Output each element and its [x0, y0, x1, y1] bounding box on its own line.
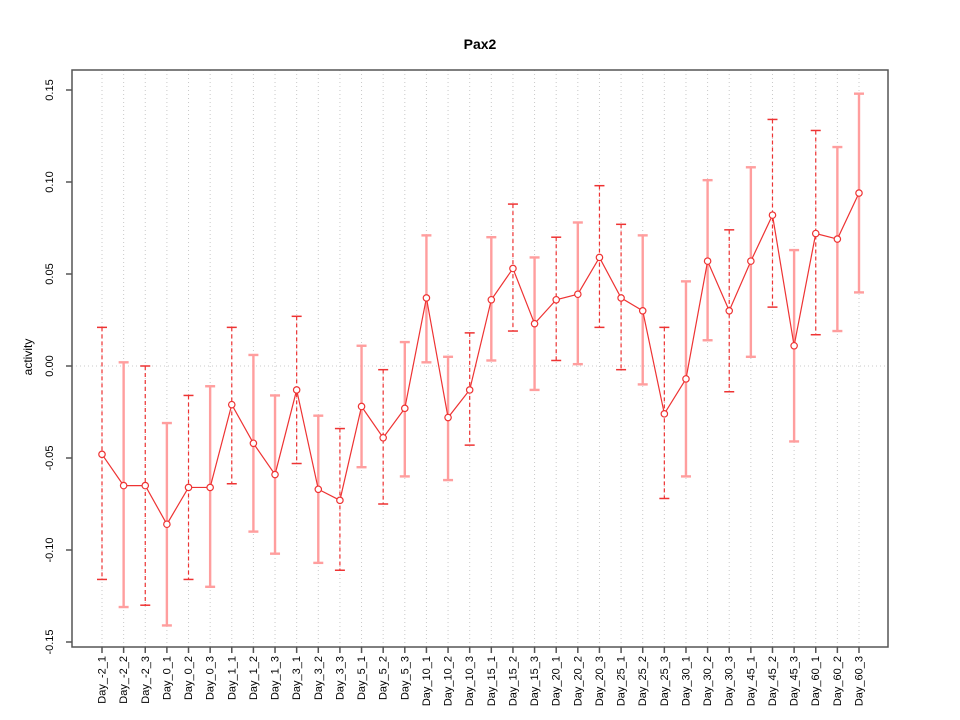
y-tick-label: 0.10: [44, 171, 56, 192]
data-point-marker: [617, 294, 625, 302]
data-point-marker: [444, 413, 452, 422]
data-point-marker: [249, 439, 258, 448]
data-point-marker: [682, 375, 690, 383]
data-point-marker: [552, 295, 561, 304]
data-point-marker: [184, 483, 193, 492]
data-point-marker: [292, 386, 301, 394]
x-tick-label: Day_30_3: [724, 656, 736, 706]
data-point-marker: [98, 450, 106, 459]
plot-box: [71, 69, 889, 648]
data-point-marker: [638, 306, 647, 315]
x-tick-label: Day_-2_2: [118, 656, 130, 704]
data-point-marker: [379, 433, 387, 442]
x-tick-label: Day_0_3: [205, 656, 217, 700]
data-point-marker: [336, 496, 344, 505]
x-tick-label: Day_25_1: [616, 656, 628, 706]
chart-title: Pax2: [463, 36, 497, 52]
data-point-marker: [660, 410, 669, 418]
y-tick-label: 0.15: [44, 79, 56, 100]
data-point-marker: [703, 257, 712, 265]
y-tick-label: 0.00: [44, 355, 56, 376]
data-point-marker: [400, 404, 409, 413]
data-point-marker: [465, 386, 474, 394]
x-tick-label: Day_-2_1: [97, 656, 109, 704]
data-point-marker: [487, 295, 496, 304]
data-point-marker: [811, 229, 820, 238]
data-point-marker: [595, 253, 604, 262]
x-tick-label: Day_10_2: [443, 656, 455, 706]
x-tick-label: Day_30_2: [702, 656, 714, 706]
x-tick-label: Day_15_2: [507, 656, 519, 706]
x-tick-label: Day_25_3: [659, 656, 671, 706]
x-tick-label: Day_60_1: [810, 656, 822, 706]
data-point-marker: [227, 400, 236, 409]
data-point-marker: [747, 257, 755, 265]
x-tick-label: Day_20_1: [551, 656, 563, 706]
data-point-marker: [314, 485, 323, 494]
x-tick-label: Day_3_2: [313, 656, 325, 700]
data-point-marker: [357, 402, 366, 411]
x-tick-label: Day_25_2: [637, 656, 649, 706]
x-tick-label: Day_10_1: [421, 656, 433, 706]
y-tick-label: 0.05: [44, 263, 56, 284]
data-point-marker: [725, 306, 734, 315]
y-tick-label: -0.05: [44, 445, 56, 470]
x-tick-label: Day_5_2: [378, 656, 390, 700]
x-tick-label: Day_60_3: [854, 656, 866, 706]
data-point-marker: [574, 290, 582, 299]
x-tick-label: Day_3_3: [334, 656, 346, 700]
x-tick-label: Day_30_1: [680, 656, 692, 706]
x-tick-label: Day_5_1: [356, 656, 368, 700]
data-point-marker: [206, 483, 214, 492]
data-point-marker: [768, 211, 777, 219]
data-point-marker: [163, 520, 171, 529]
x-tick-label: Day_5_3: [399, 656, 411, 700]
x-tick-label: Day_15_1: [486, 656, 498, 706]
x-tick-label: Day_-2_3: [140, 656, 152, 704]
data-point-marker: [141, 481, 150, 490]
x-tick-label: Day_0_2: [183, 656, 195, 700]
x-tick-label: Day_45_3: [789, 656, 801, 706]
data-point-marker: [833, 235, 842, 243]
x-tick-label: Day_0_1: [161, 656, 173, 700]
x-tick-label: Day_60_2: [832, 656, 844, 706]
x-tick-label: Day_1_2: [248, 656, 260, 700]
data-point-marker: [119, 481, 128, 490]
x-tick-label: Day_45_2: [767, 656, 779, 706]
x-tick-label: Day_45_1: [745, 656, 757, 706]
data-point-marker: [271, 470, 279, 479]
data-point-marker: [422, 294, 431, 302]
data-point-marker: [790, 341, 798, 350]
y-tick-label: -0.15: [44, 629, 56, 654]
series-line: [101, 192, 860, 526]
x-tick-label: Day_3_1: [291, 656, 303, 700]
data-point-marker: [530, 319, 539, 328]
x-tick-label: Day_1_3: [270, 656, 282, 700]
x-tick-label: Day_15_3: [529, 656, 541, 706]
x-tick-label: Day_20_2: [572, 656, 584, 706]
y-tick-label: -0.10: [44, 537, 56, 562]
x-tick-label: Day_20_3: [594, 656, 606, 706]
data-point-marker: [855, 189, 863, 197]
data-point-marker: [509, 264, 517, 273]
x-tick-label: Day_10_3: [464, 656, 476, 706]
x-tick-label: Day_1_1: [226, 656, 238, 700]
